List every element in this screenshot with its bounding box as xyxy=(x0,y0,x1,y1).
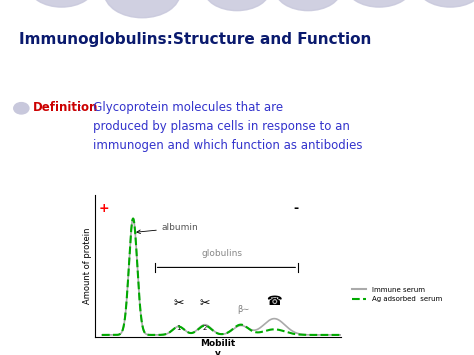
Text: 2: 2 xyxy=(203,325,207,331)
X-axis label: Mobilit
y: Mobilit y xyxy=(201,339,236,355)
Text: ✂: ✂ xyxy=(173,297,184,310)
Legend: Immune serum, Ag adsorbed  serum: Immune serum, Ag adsorbed serum xyxy=(350,284,445,305)
Text: -: - xyxy=(293,202,299,215)
Text: ✂: ✂ xyxy=(200,297,210,310)
Text: albumin: albumin xyxy=(137,223,199,234)
Y-axis label: Amount of protein: Amount of protein xyxy=(83,228,92,305)
Text: Definition: Definition xyxy=(33,101,99,114)
Text: globulins: globulins xyxy=(201,249,242,258)
Text: ☎: ☎ xyxy=(266,295,282,308)
Text: 1: 1 xyxy=(176,325,181,331)
Text: Immunoglobulins:Structure and Function: Immunoglobulins:Structure and Function xyxy=(19,32,371,47)
Text: β∼: β∼ xyxy=(237,305,249,314)
Text: +: + xyxy=(99,202,109,215)
Text: :   Glycoprotein molecules that are
    produced by plasma cells in response to : : Glycoprotein molecules that are produc… xyxy=(78,101,363,152)
